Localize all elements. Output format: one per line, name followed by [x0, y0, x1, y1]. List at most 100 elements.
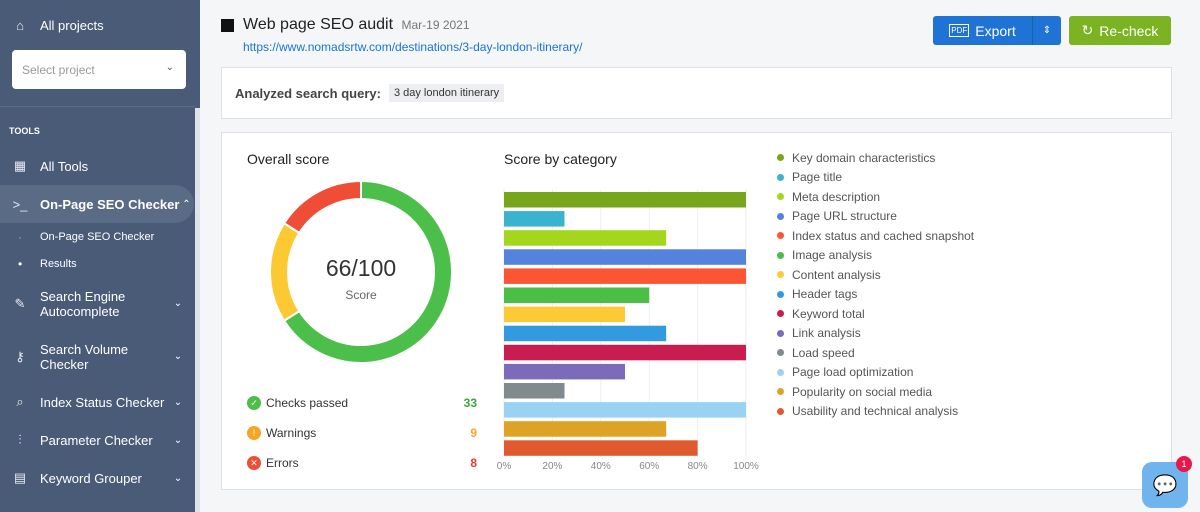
home-icon: ⌂ — [16, 17, 24, 33]
sidebar: ⌂ All projects Select project ⌄ TOOLS ▦ All… — [0, 0, 200, 512]
legend-swatch — [777, 349, 784, 357]
export-options-toggle[interactable]: ⇕ — [1032, 16, 1061, 45]
legend-item: Page title — [777, 168, 974, 188]
label: On-Page SEO Checker — [40, 196, 180, 212]
x-tick-label: 20% — [542, 461, 562, 472]
legend-item: Meta description — [777, 187, 974, 207]
warnings-row: ! Warnings 9 — [247, 426, 477, 440]
x-tick-label: 0% — [497, 461, 512, 472]
label: Keyword Grouper — [40, 470, 142, 486]
legend-label: Page URL structure — [792, 209, 897, 224]
bar-1 — [504, 211, 565, 227]
key-icon: ⚷ — [15, 349, 25, 364]
score-value: 66/100 — [325, 255, 397, 281]
legend-swatch — [777, 329, 784, 337]
legend-swatch — [777, 290, 784, 298]
category-legend: Key domain characteristics Page title Meta… — [777, 148, 974, 421]
check-icon: ✓ — [247, 396, 261, 410]
chat-icon: 💬 — [1152, 474, 1178, 497]
donut-slice-2 — [282, 181, 362, 235]
legend-item: Popularity on social media — [777, 382, 974, 402]
donut-slice-0 — [282, 181, 452, 363]
checks-passed-row: ✓ Checks passed 33 — [247, 396, 477, 410]
sidebar-item-keyword-grouper[interactable]: ▤ Keyword Grouper ⌄ — [0, 459, 195, 497]
overall-score-title: Overall score — [247, 151, 330, 167]
bar-11 — [504, 402, 746, 418]
warnings-count: 9 — [470, 426, 477, 440]
audit-date: Mar-19 2021 — [401, 18, 470, 32]
legend-label: Header tags — [792, 287, 858, 302]
legend-swatch — [777, 173, 784, 181]
chevron-down-icon: ⌄ — [173, 472, 183, 484]
legend-swatch — [777, 368, 784, 376]
refresh-icon: ↻ — [1081, 22, 1094, 38]
bar-2 — [504, 230, 667, 246]
terminal-icon: >_ — [12, 196, 28, 212]
square-icon — [221, 19, 234, 32]
chevron-down-icon: ⌄ — [173, 351, 183, 362]
recheck-button[interactable]: ↻ Re-check — [1069, 16, 1171, 45]
legend-item: Page URL structure — [777, 207, 974, 227]
error-icon: ✕ — [247, 456, 261, 470]
bar-3 — [504, 249, 746, 265]
bar-0 — [504, 192, 746, 208]
legend-label: Key domain characteristics — [792, 150, 936, 165]
subitem-on-page-seo-checker[interactable]: · On-Page SEO Checker — [18, 229, 155, 244]
all-projects-link[interactable]: ⌂ All projects — [0, 6, 195, 44]
sidebar-item-index-status-checker[interactable]: ⌕ Index Status Checker ⌄ — [0, 383, 195, 421]
errors-row: ✕ Errors 8 — [247, 456, 477, 470]
label: All Tools — [40, 158, 89, 174]
errors-count: 8 — [470, 456, 477, 470]
legend-swatch — [777, 154, 784, 162]
legend-item: Header tags — [777, 285, 974, 305]
bar-13 — [504, 440, 698, 456]
sidebar-scrollbar[interactable] — [195, 108, 200, 512]
label: Index Status Checker — [40, 394, 165, 410]
legend-swatch — [777, 388, 784, 396]
sidebar-item-search-engine-autocomplete[interactable]: ✎ Search Engine Autocomplete ⌄ — [0, 277, 195, 330]
chevron-down-icon: ⌄ — [173, 298, 183, 309]
tools-heading: TOOLS — [9, 126, 40, 136]
search-icon: ⌕ — [16, 394, 24, 409]
legend-item: Load speed — [777, 343, 974, 363]
category-bar-chart: 0% 20% 40% 60% 80% 100% — [497, 189, 759, 472]
legend-swatch — [777, 271, 784, 279]
folder-icon: ▤ — [13, 470, 27, 485]
legend-swatch — [777, 232, 784, 240]
sidebar-item-search-volume-checker[interactable]: ⚷ Search Volume Checker ⌄ — [0, 330, 195, 383]
chevron-down-icon: ⌄ — [173, 434, 183, 446]
label: Parameter Checker — [40, 432, 153, 448]
chat-button[interactable]: 💬 1 — [1142, 456, 1192, 508]
bar-5 — [504, 287, 650, 303]
bar-7 — [504, 325, 667, 342]
notification-badge: 1 — [1176, 456, 1192, 472]
sidebar-item-on-page-seo-checker[interactable]: >_ On-Page SEO Checker ⌃ — [0, 185, 194, 223]
x-tick-label: 40% — [591, 461, 611, 472]
sliders-icon: ⫶ — [18, 432, 22, 447]
select-project-dropdown[interactable]: Select project ⌄ — [12, 50, 186, 89]
select-placeholder: Select project — [22, 63, 95, 77]
audited-url-link[interactable]: https://www.nomadsrtw.com/destinations/3… — [243, 40, 583, 54]
legend-swatch — [777, 310, 784, 318]
subitem-results[interactable]: • Results — [18, 256, 77, 271]
sidebar-item-parameter-checker[interactable]: ⫶ Parameter Checker ⌄ — [0, 421, 195, 459]
chevron-down-icon: ⌄ — [173, 396, 183, 408]
chevron-down-icon: ⌄ — [165, 62, 174, 73]
legend-swatch — [777, 407, 784, 415]
legend-label: Meta description — [792, 189, 881, 204]
chevron-up-icon: ⌃ — [182, 198, 191, 210]
legend-label: Content analysis — [792, 267, 881, 282]
bar-12 — [504, 421, 667, 437]
label: On-Page SEO Checker — [40, 230, 155, 243]
label: Search Volume Checker — [40, 341, 129, 372]
page-title: Web page SEO audit Mar-19 2021 — [243, 16, 470, 33]
sidebar-item-all-tools[interactable]: ▦ All Tools — [0, 147, 195, 185]
legend-label: Page title — [792, 170, 843, 185]
bar-9 — [504, 363, 625, 380]
all-projects-label: All projects — [40, 17, 104, 33]
category-chart-title: Score by category — [504, 151, 617, 167]
query-label: Analyzed search query: — [235, 85, 381, 101]
export-button[interactable]: PDF Export ⇕ — [933, 16, 1061, 45]
divider — [0, 106, 195, 107]
legend-item: Index status and cached snapshot — [777, 226, 974, 246]
